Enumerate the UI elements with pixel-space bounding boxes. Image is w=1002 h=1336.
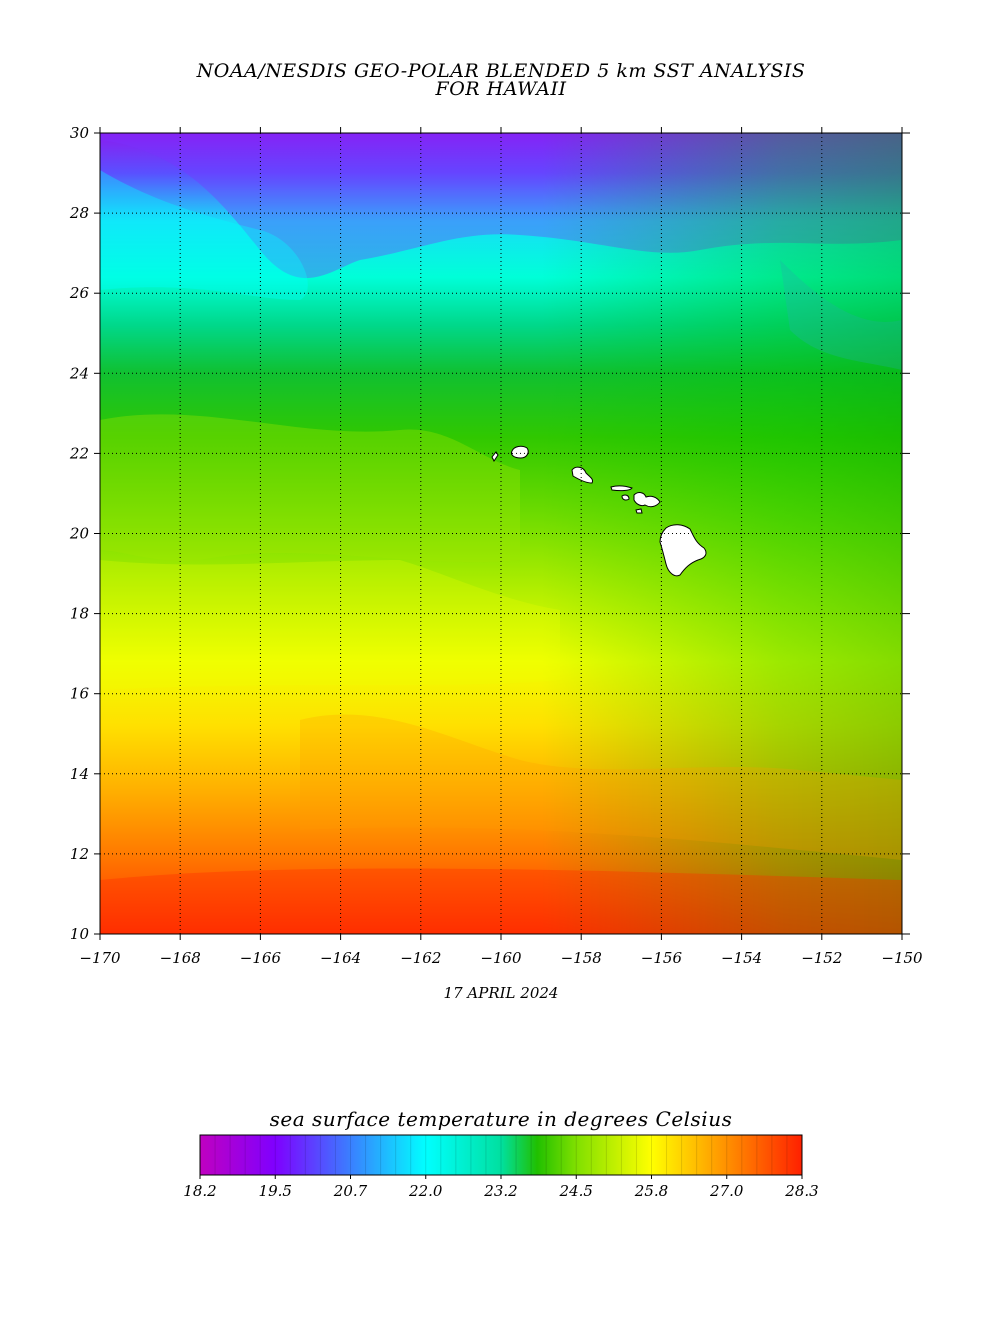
colorbar-tick-label: 20.7 bbox=[333, 1182, 368, 1200]
colorbar-title: sea surface temperature in degrees Celsi… bbox=[269, 1107, 733, 1131]
lon-tick-label: −154 bbox=[721, 949, 762, 967]
island-niihau bbox=[491, 451, 499, 462]
graticule bbox=[100, 133, 902, 934]
axis-ticks bbox=[94, 127, 910, 940]
lon-tick-label: −150 bbox=[881, 949, 923, 967]
lat-tick-label: 24 bbox=[69, 364, 89, 382]
lat-tick-label: 12 bbox=[70, 845, 89, 863]
lon-tick-label: −170 bbox=[79, 949, 121, 967]
colorbar-tick-label: 24.5 bbox=[559, 1182, 593, 1200]
colorbar-tick-label: 25.8 bbox=[634, 1182, 668, 1200]
axis-labels: −170 −168 −166 −164 −162 −160 −158 −156 −154 −152… bbox=[69, 124, 923, 967]
island-kauai bbox=[511, 445, 529, 459]
lon-tick-label: −162 bbox=[400, 949, 441, 967]
lon-tick-label: −166 bbox=[240, 949, 282, 967]
analysis-date: 17 APRIL 2024 bbox=[443, 984, 559, 1002]
map-title: NOAA/NESDIS GEO-POLAR BLENDED 5 km SST A… bbox=[196, 60, 806, 82]
lon-tick-label: −164 bbox=[320, 949, 361, 967]
island-oahu bbox=[571, 466, 593, 484]
lat-tick-label: 14 bbox=[70, 765, 89, 783]
lat-tick-label: 20 bbox=[69, 525, 90, 543]
colorbar-tick-label: 19.5 bbox=[259, 1182, 292, 1200]
lon-tick-label: −158 bbox=[561, 949, 602, 967]
lat-tick-label: 30 bbox=[70, 124, 90, 142]
lon-tick-label: −168 bbox=[160, 949, 201, 967]
lat-tick-label: 26 bbox=[69, 284, 90, 302]
map-subtitle: FOR HAWAII bbox=[435, 78, 567, 100]
lat-tick-label: 22 bbox=[69, 444, 89, 462]
colorbar-tick-label: 27.0 bbox=[709, 1182, 744, 1200]
lat-tick-label: 16 bbox=[70, 685, 90, 703]
island-maui bbox=[633, 492, 661, 508]
colorbar-tick-label: 28.3 bbox=[784, 1182, 818, 1200]
lat-tick-label: 28 bbox=[69, 204, 89, 222]
island-hawaii bbox=[659, 524, 707, 577]
island-kahoolawe bbox=[635, 508, 643, 514]
lon-tick-label: −152 bbox=[801, 949, 842, 967]
lat-tick-label: 18 bbox=[70, 605, 89, 623]
colorbar-tick-label: 23.2 bbox=[483, 1182, 517, 1200]
hawaiian-islands bbox=[491, 445, 707, 577]
colorbar-tick-label: 22.0 bbox=[408, 1182, 443, 1200]
lon-tick-label: −160 bbox=[480, 949, 522, 967]
island-molokai bbox=[610, 485, 633, 492]
lat-tick-label: 10 bbox=[70, 925, 90, 943]
lon-tick-label: −156 bbox=[641, 949, 683, 967]
colorbar-tick-label: 18.2 bbox=[183, 1182, 216, 1200]
colorbar-ticks: 18.2 19.5 20.7 22.0 23.2 24.5 25.8 27.0 28.3 bbox=[183, 1135, 819, 1200]
island-lanai bbox=[621, 494, 630, 501]
